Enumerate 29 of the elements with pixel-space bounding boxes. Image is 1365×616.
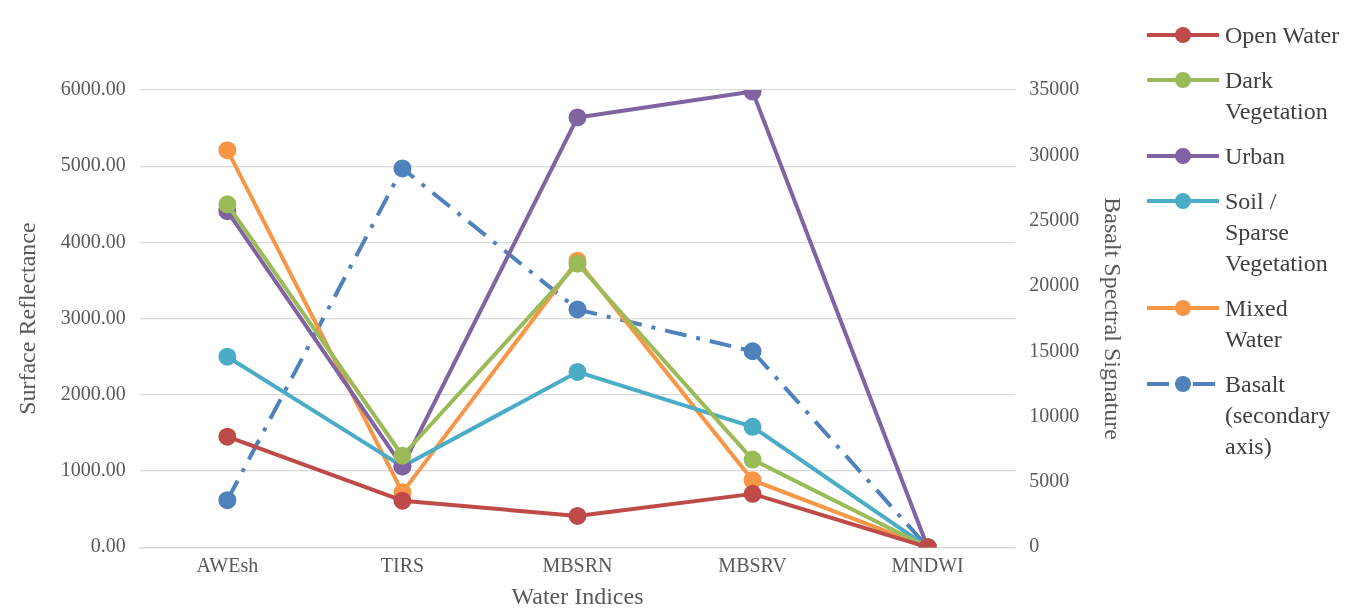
- y2-axis-title: Basalt Spectral Signature: [1100, 197, 1127, 440]
- legend-label: Urban: [1225, 142, 1285, 171]
- y-tick-label: 5000.00: [60, 153, 126, 176]
- y2-tick-label: 35000: [1029, 77, 1080, 100]
- y-tick-label: 1000.00: [60, 458, 126, 481]
- y-tick-label: 3000.00: [60, 305, 126, 328]
- y2-tick-label: 0: [1029, 534, 1040, 557]
- y2-tick-label: 15000: [1029, 338, 1080, 361]
- y2-tick-label: 30000: [1029, 142, 1080, 165]
- y2-tick-label: 25000: [1029, 207, 1080, 230]
- legend-label: Dark Vegetation: [1225, 66, 1329, 126]
- x-tick-label: MNDWI: [891, 554, 964, 577]
- x-tick-label: MBSRN: [542, 554, 613, 577]
- x-axis-title: Water Indices: [511, 582, 644, 609]
- y-tick-label: 2000.00: [60, 382, 126, 405]
- y2-tick-label: 20000: [1029, 273, 1080, 296]
- y-axis-title: Surface Reflectance: [13, 222, 40, 415]
- x-tick-label: TIRS: [380, 554, 425, 577]
- x-tick-label: AWEsh: [196, 554, 259, 577]
- legend-label: Mixed Water: [1225, 294, 1289, 354]
- legend-label: Basalt (secondary axis): [1225, 370, 1332, 461]
- legend-label: Open Water: [1225, 21, 1340, 50]
- y2-tick-label: 10000: [1029, 403, 1080, 426]
- y-tick-label: 6000.00: [60, 77, 126, 100]
- y2-tick-label: 5000: [1029, 469, 1070, 492]
- x-tick-label: MBSRV: [718, 554, 788, 577]
- legend-label: Soil / Sparse Vegetation: [1225, 187, 1329, 278]
- y-tick-label: 4000.00: [60, 229, 126, 252]
- y-tick-label: 0.00: [90, 534, 126, 557]
